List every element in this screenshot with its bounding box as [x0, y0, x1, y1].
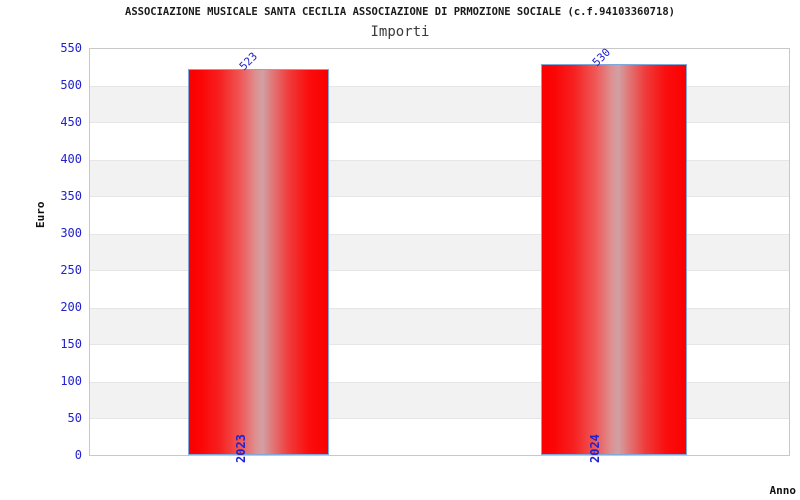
y-tick-350: 350	[60, 189, 82, 203]
y-tick-100: 100	[60, 374, 82, 388]
y-tick-400: 400	[60, 152, 82, 166]
y-tick-150: 150	[60, 337, 82, 351]
x-tick-2024: 2024	[588, 434, 602, 463]
y-tick-0: 0	[74, 448, 82, 462]
y-tick-450: 450	[60, 115, 82, 129]
y-tick-200: 200	[60, 300, 82, 314]
bar-2023[interactable]	[188, 69, 329, 455]
x-tick-2023: 2023	[234, 434, 248, 463]
bar-2024[interactable]	[541, 64, 687, 455]
y-tick-550: 550	[60, 41, 82, 55]
chart-subtitle: Importi	[370, 24, 430, 40]
y-tick-250: 250	[60, 263, 82, 277]
y-tick-500: 500	[60, 78, 82, 92]
chart-title: ASSOCIAZIONE MUSICALE SANTA CECILIA ASSO…	[125, 6, 675, 18]
y-tick-300: 300	[60, 226, 82, 240]
y-axis-tick-labels: 550 500 450 400 350 300 250 200 150 100 …	[10, 42, 82, 461]
y-axis-title: Euro	[34, 201, 47, 229]
plot-area	[89, 48, 790, 456]
x-axis-title: Anno	[769, 484, 797, 497]
y-tick-50: 50	[67, 411, 82, 425]
